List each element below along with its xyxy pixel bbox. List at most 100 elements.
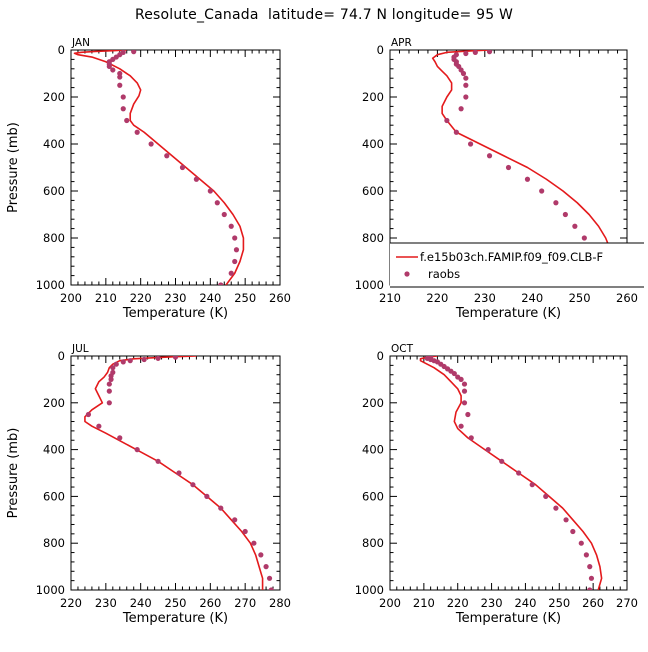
x-tick-label: 220	[130, 291, 152, 305]
obs-point	[221, 211, 227, 218]
x-tick-label: 240	[521, 291, 543, 305]
obs-point	[155, 356, 161, 361]
y-tick-label: 200	[362, 90, 384, 104]
y-tick-label: 400	[362, 137, 384, 151]
obs-point	[110, 67, 116, 73]
obs-point	[96, 423, 102, 429]
x-tick-label: 220	[60, 596, 82, 610]
obs-point	[572, 223, 578, 229]
x-axis-title: Temperature (K)	[455, 611, 561, 626]
legend-box	[390, 243, 640, 287]
obs-point	[134, 447, 140, 453]
legend-obs-label: raobs	[428, 267, 460, 281]
obs-point	[588, 575, 595, 581]
y-tick-label: 800	[362, 231, 384, 245]
model-line	[419, 356, 603, 590]
x-axis-title: Temperature (K)	[122, 306, 228, 321]
y-tick-label: 600	[362, 489, 384, 503]
y-tick-label: 400	[43, 443, 65, 457]
panel-jan: 200 210 220 230 240 250 260 0 200 400 600 800 1000 JA…	[6, 37, 291, 321]
y-tick-label: 0	[377, 43, 384, 57]
obs-point	[117, 82, 123, 88]
obs-point	[207, 188, 213, 194]
x-tick-label: 280	[269, 596, 291, 610]
obs-point	[505, 164, 512, 171]
y-tick-label: 0	[58, 43, 65, 57]
y-tick-label: 0	[58, 349, 65, 363]
obs-point	[465, 411, 471, 418]
y-tick-label: 400	[362, 443, 384, 457]
figure-title: Resolute_Canada latitude= 74.7 N longitu…	[134, 7, 514, 23]
obs-point	[193, 176, 199, 182]
obs-point	[453, 129, 459, 135]
x-tick-label: 210	[413, 596, 435, 610]
obs-point	[461, 381, 468, 387]
obs-point	[190, 482, 196, 488]
x-tick-label: 270	[616, 596, 638, 610]
obs-point	[539, 188, 545, 194]
obs-point	[106, 381, 112, 387]
x-tick-label: 240	[514, 596, 536, 610]
panel-label: JAN	[71, 37, 90, 49]
x-tick-label: 250	[165, 596, 187, 610]
obs-point	[553, 200, 559, 206]
y-tick-label: 400	[43, 137, 65, 151]
obs-point	[218, 282, 224, 285]
obs-point	[468, 435, 474, 441]
x-tick-label: 230	[474, 291, 496, 305]
obs-point	[463, 50, 469, 57]
panel-label: JUL	[71, 343, 89, 355]
y-tick-label: 800	[362, 536, 384, 550]
obs-point	[232, 258, 238, 265]
obs-point	[461, 400, 468, 406]
x-axis-title: Temperature (K)	[122, 611, 228, 626]
obs-point	[228, 223, 234, 229]
obs-point	[444, 117, 450, 124]
y-tick-label: 200	[43, 396, 65, 410]
obs-point	[266, 575, 273, 581]
x-tick-label: 200	[379, 596, 401, 610]
y-tick-label: 1000	[36, 583, 65, 597]
plot-frame	[389, 355, 628, 591]
x-tick-label: 260	[616, 291, 638, 305]
obs-point	[242, 528, 248, 535]
y-tick-label: 800	[43, 231, 65, 245]
obs-point	[120, 359, 126, 365]
obs-point	[463, 75, 469, 81]
obs-point	[155, 458, 161, 464]
x-tick-label: 230	[481, 596, 503, 610]
x-tick-label: 220	[447, 596, 469, 610]
y-tick-label: 600	[43, 489, 65, 503]
obs-point	[172, 356, 179, 360]
panel-jul: 220 230 240 250 260 270 280 0 200 400 600 800 1000 JU…	[6, 343, 291, 626]
obs-point	[268, 587, 274, 590]
obs-point	[106, 388, 112, 394]
obs-point	[232, 235, 238, 241]
obs-point	[204, 493, 210, 499]
x-tick-label: 200	[60, 291, 82, 305]
x-tick-label: 230	[165, 291, 187, 305]
obs-point	[141, 356, 147, 363]
obs-point	[581, 235, 587, 241]
obs-point	[113, 361, 119, 367]
x-tick-label: 240	[130, 596, 152, 610]
obs-point	[232, 517, 238, 523]
y-tick-label: 0	[377, 349, 384, 363]
obs-point	[578, 540, 584, 546]
x-tick-label: 260	[582, 596, 604, 610]
obs-point	[524, 176, 531, 182]
obs-point	[570, 528, 576, 535]
obs-point	[587, 587, 593, 590]
x-tick-label: 250	[569, 291, 591, 305]
y-tick-label: 200	[362, 396, 384, 410]
y-tick-label: 800	[43, 536, 65, 550]
obs-point	[485, 447, 491, 453]
x-tick-label: 240	[199, 291, 221, 305]
obs-point	[553, 505, 559, 511]
obs-point	[106, 400, 112, 406]
obs-point	[148, 141, 154, 147]
obs-point	[563, 517, 569, 523]
obs-point	[228, 270, 234, 276]
